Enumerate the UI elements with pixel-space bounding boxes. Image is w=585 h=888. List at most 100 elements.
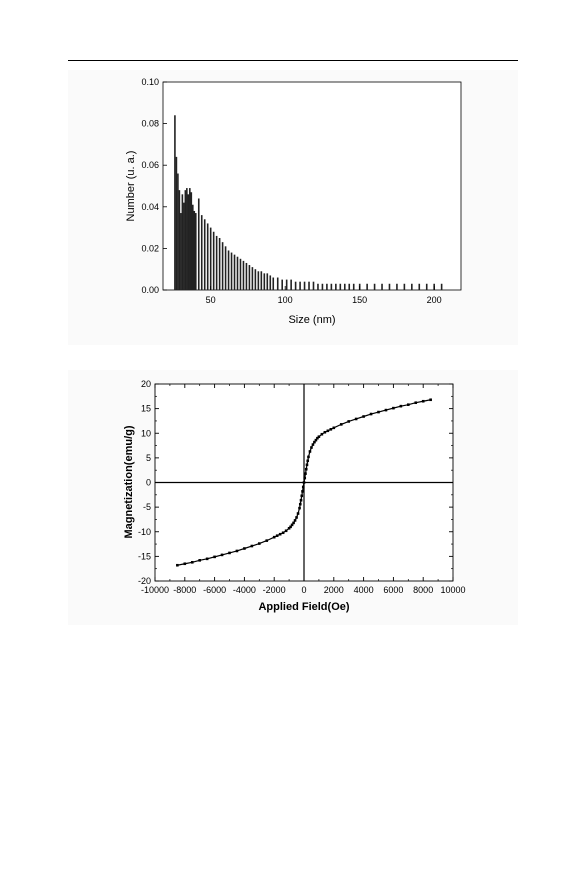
histogram-bar	[177, 173, 179, 290]
magnetization-point	[235, 549, 239, 553]
magnetization-point	[302, 481, 306, 484]
histogram-bar	[348, 283, 351, 290]
magnetization-y-tick-label: -20	[138, 576, 151, 586]
magnetization-x-tick-label: 6000	[383, 585, 403, 595]
histogram-bar	[260, 271, 263, 290]
histogram-bar	[418, 283, 421, 290]
magnetization-point	[407, 403, 410, 406]
magnetization-y-tick-label: 5	[146, 453, 151, 463]
histogram-bar	[272, 277, 275, 290]
magnetization-point	[377, 410, 380, 414]
histogram-bar	[425, 283, 428, 290]
magnetization-point	[265, 539, 269, 542]
magnetization-chart: -10000 -8000 -6000 -4000 -2000 0 2000 4000 6000 8…	[123, 379, 466, 613]
histogram-bar	[335, 283, 337, 290]
histogram-bar	[299, 281, 301, 290]
histogram-bar	[189, 188, 191, 290]
magnetization-point	[301, 490, 304, 493]
magnetization-point	[281, 531, 285, 535]
magnetization-point	[354, 417, 358, 421]
magnetization-x-tick-label: 0	[301, 585, 306, 595]
magnetization-point	[306, 459, 310, 463]
magnetization-point	[314, 438, 318, 442]
magnetization-x-tick-label: -10000	[141, 585, 169, 595]
histogram-y-ticks: 0.00 0.02 0.04 0.06 0.08 0.10	[141, 77, 167, 295]
histogram-bar	[197, 198, 200, 290]
magnetization-point	[329, 428, 333, 431]
histogram-bar	[209, 227, 212, 290]
histogram-bar	[326, 283, 328, 290]
histogram-bar	[178, 190, 181, 290]
histogram-y-tick-label: 0.06	[141, 160, 159, 170]
magnetization-point	[228, 551, 231, 555]
histogram-bar	[373, 283, 376, 290]
histogram-bar	[206, 223, 209, 290]
magnetization-point	[311, 443, 315, 446]
histogram-bar	[269, 275, 272, 290]
histogram-bar	[184, 190, 187, 290]
magnetization-point	[304, 467, 308, 471]
histogram-bar	[248, 265, 251, 290]
magnetization-y-tick-label: -15	[138, 551, 151, 561]
magnetization-point	[287, 527, 291, 530]
magnetization-point	[316, 436, 319, 440]
histogram-bar	[276, 277, 279, 290]
histogram-bar	[221, 242, 224, 290]
histogram-bar	[192, 204, 194, 290]
histogram-bar	[281, 279, 283, 290]
magnetization-point	[243, 547, 246, 550]
size-histogram-chart: 50 100 150 200 0.00 0.02 0.04 0.06 0.08 0.10 Siz…	[125, 77, 462, 326]
histogram-x-tick-label: 150	[352, 295, 367, 305]
histogram-bar	[352, 283, 355, 290]
histogram-bar	[236, 256, 239, 290]
magnetization-y-tick-label: 0	[146, 478, 151, 488]
magnetization-point	[339, 423, 343, 426]
histogram-y-tick-label: 0.04	[141, 202, 159, 212]
histogram-x-axis-label: Size (nm)	[288, 314, 335, 326]
magnetization-x-tick-label: -6000	[203, 585, 226, 595]
magnetization-point	[272, 535, 276, 539]
magnetization-x-tick-label: -8000	[173, 585, 196, 595]
histogram-bar	[317, 283, 319, 290]
magnetization-point	[258, 542, 261, 545]
histogram-x-tick-label: 200	[427, 295, 442, 305]
histogram-x-ticks: 50 100 150 200	[206, 286, 442, 305]
magnetization-x-ticks: -10000 -8000 -6000 -4000 -2000 0 2000 4000 6000 8…	[141, 384, 466, 595]
magnetization-point	[308, 450, 312, 453]
magnetization-point	[284, 529, 288, 533]
magnetization-y-tick-label: -10	[138, 527, 151, 537]
histogram-bar	[403, 283, 406, 290]
magnetization-point	[296, 512, 300, 515]
histogram-bar	[224, 246, 227, 290]
magnetization-point	[198, 559, 201, 562]
histogram-bar	[381, 283, 383, 290]
magnetization-point	[307, 455, 310, 459]
histogram-y-tick-label: 0.10	[141, 77, 159, 87]
magnetization-point	[289, 525, 292, 529]
magnetization-x-tick-label: 8000	[413, 585, 433, 595]
histogram-bar	[266, 273, 269, 290]
histogram-bar	[366, 283, 368, 290]
histogram-bar	[212, 231, 215, 290]
histogram-bar	[330, 283, 333, 290]
magnetization-x-tick-label: -2000	[263, 585, 286, 595]
histogram-bar	[218, 238, 221, 290]
histogram-y-tick-label: 0.00	[141, 285, 159, 295]
histogram-bar	[190, 192, 193, 290]
magnetization-point	[300, 494, 304, 498]
histogram-bar	[339, 283, 342, 290]
magnetization-point	[205, 557, 209, 561]
magnetization-y-ticks: -20 -15 -10 -5 0 5 10 15 20	[138, 379, 453, 586]
magnetization-y-tick-label: 20	[141, 379, 151, 389]
page-header-rule	[68, 60, 518, 61]
magnetization-point	[293, 519, 297, 522]
magnetization-point	[190, 560, 194, 564]
magnetization-curve	[176, 398, 432, 567]
magnetization-point	[414, 401, 418, 405]
histogram-bar	[308, 281, 310, 290]
magnetization-y-tick-label: 15	[141, 404, 151, 414]
magnetization-x-tick-label: -4000	[233, 585, 256, 595]
histogram-bar	[183, 202, 185, 290]
magnetization-point	[303, 476, 307, 480]
